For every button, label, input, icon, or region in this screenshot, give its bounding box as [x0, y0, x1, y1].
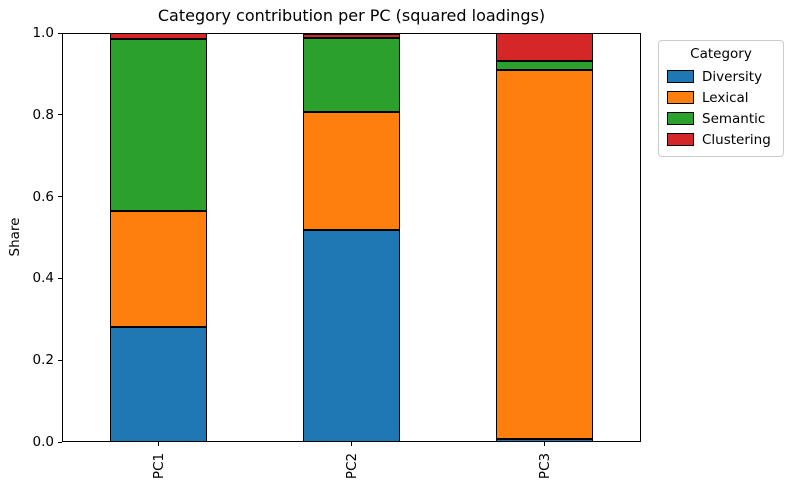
chart-title: Category contribution per PC (squared lo…	[157, 6, 546, 25]
bar-pc3	[496, 33, 593, 442]
clustering-color-swatch	[667, 133, 694, 146]
legend-item-diversity: Diversity	[667, 66, 775, 87]
bar-segment-pc2-clustering	[303, 34, 400, 39]
bar-segment-pc3-lexical	[496, 70, 593, 440]
bar-segment-pc3-semantic	[496, 61, 593, 71]
y-tick-label: 0.8	[32, 106, 54, 123]
bar-segment-pc1-semantic	[110, 39, 207, 211]
legend-item-clustering: Clustering	[667, 129, 775, 150]
y-tick-label: 0.4	[32, 270, 54, 287]
bar-segment-pc3-diversity	[496, 439, 593, 442]
lexical-color-swatch	[667, 91, 694, 104]
y-tick-mark	[58, 441, 62, 443]
bar-segment-pc1-clustering	[110, 33, 207, 40]
y-tick-mark	[58, 114, 62, 116]
bar-pc2	[303, 33, 400, 442]
x-tick-mark	[544, 442, 545, 446]
legend-label-diversity: Diversity	[702, 68, 763, 85]
bar-segment-pc2-lexical	[303, 111, 400, 231]
legend-label-semantic: Semantic	[702, 110, 766, 127]
legend-label-lexical: Lexical	[702, 89, 749, 106]
y-axis-label: Share	[7, 217, 23, 257]
y-tick-mark	[58, 196, 62, 198]
bars-layer	[62, 33, 641, 442]
bar-segment-pc1-diversity	[110, 327, 207, 442]
y-tick-mark	[58, 359, 62, 361]
y-tick-label: 1.0	[32, 25, 54, 41]
y-tick-label: 0.2	[32, 352, 54, 369]
y-tick-mark	[58, 277, 62, 279]
x-tick-mark	[158, 442, 159, 446]
y-tick-mark	[58, 32, 62, 34]
x-tick-mark	[351, 442, 352, 446]
bar-segment-pc2-semantic	[303, 38, 400, 112]
legend-item-semantic: Semantic	[667, 108, 775, 129]
bar-segment-pc3-clustering	[496, 33, 593, 62]
legend-title: Category	[690, 46, 752, 62]
bar-segment-pc1-lexical	[110, 210, 207, 328]
x-tick-label-pc2: PC2	[343, 452, 360, 480]
legend: Category Diversity Lexical Semantic Cluster…	[658, 40, 784, 157]
y-tick-label: 0.0	[32, 434, 54, 450]
y-tick-label: 0.6	[32, 188, 54, 205]
semantic-color-swatch	[667, 112, 694, 125]
legend-item-lexical: Lexical	[667, 87, 775, 108]
x-tick-label-pc1: PC1	[150, 452, 167, 480]
bar-segment-pc2-diversity	[303, 230, 400, 442]
diversity-color-swatch	[667, 70, 694, 83]
x-tick-label-pc3: PC3	[536, 452, 553, 480]
legend-label-clustering: Clustering	[702, 131, 771, 148]
legend-items: Diversity Lexical Semantic Clustering	[667, 66, 775, 150]
bar-pc1	[110, 33, 207, 442]
